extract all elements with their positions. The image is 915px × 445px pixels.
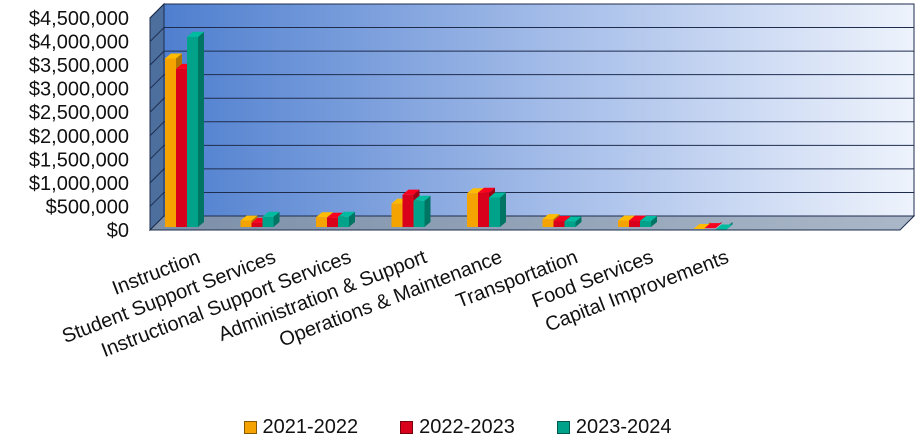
- gridline-side: [149, 144, 165, 160]
- bar-front: [629, 220, 640, 227]
- gridline-side: [149, 121, 165, 137]
- bar-top: [489, 192, 506, 198]
- legend-swatch-2021-2022: [243, 420, 257, 434]
- bar-top: [640, 216, 657, 222]
- bar: [564, 216, 582, 227]
- bar: [338, 211, 355, 227]
- bar-front: [478, 192, 489, 227]
- legend-label-2022-2023: 2022-2023: [419, 415, 515, 438]
- legend: 2021-2022 2022-2023 2023-2024: [0, 412, 915, 442]
- legend-label-2023-2024: 2023-2024: [575, 415, 672, 438]
- bar-front: [640, 221, 651, 227]
- bar-top: [402, 189, 420, 195]
- bar-top: [553, 216, 571, 222]
- bar-front: [338, 216, 349, 227]
- legend-swatch-2023-2024: [556, 420, 570, 434]
- bar-top: [467, 188, 484, 194]
- y-tick-label: $3,000,000: [29, 79, 129, 101]
- bar: [704, 222, 722, 229]
- bar-front: [176, 68, 187, 227]
- bar-top: [338, 211, 355, 217]
- bar-top: [262, 211, 280, 217]
- bar-front: [262, 216, 274, 227]
- y-tick-label: $3,500,000: [29, 55, 129, 77]
- plot-area: [148, 2, 915, 232]
- back-wall: [163, 3, 915, 217]
- bar-front: [391, 203, 403, 227]
- bar-top: [618, 215, 635, 221]
- legend-item-2023-2024: 2023-2024: [556, 415, 672, 439]
- bar-side: [651, 216, 657, 227]
- bar-front: [240, 220, 252, 227]
- gridline-side: [149, 74, 165, 90]
- bar-side: [575, 216, 582, 227]
- bar-side: [500, 192, 506, 227]
- y-tick-label: $4,000,000: [29, 32, 129, 54]
- bar-top: [165, 53, 182, 59]
- gridline-side: [149, 27, 165, 42]
- gridline-side: [149, 50, 165, 66]
- bar: [187, 31, 204, 227]
- y-tick-label: $1,500,000: [29, 149, 129, 171]
- y-tick-label: $500,000: [46, 196, 129, 218]
- legend-item-2021-2022: 2021-2022: [243, 415, 359, 439]
- gridline-side: [149, 192, 165, 207]
- bar-top: [316, 212, 333, 218]
- legend-swatch-2022-2023: [400, 420, 414, 434]
- bars: [165, 31, 733, 230]
- bar-front: [467, 193, 478, 227]
- bar: [640, 216, 657, 227]
- bar-front: [165, 58, 176, 227]
- gridlines: [149, 3, 914, 207]
- bar: [262, 211, 280, 227]
- y-tick-label: $2,500,000: [29, 102, 129, 124]
- y-tick-label: $4,500,000: [29, 8, 129, 30]
- y-tick-label: $2,000,000: [29, 126, 129, 148]
- y-tick-label: $1,000,000: [29, 173, 129, 195]
- bar-front: [564, 221, 576, 227]
- legend-item-2022-2023: 2022-2023: [400, 416, 515, 439]
- bar-side: [424, 195, 431, 227]
- bar-top: [704, 223, 722, 229]
- bar-top: [715, 224, 733, 230]
- bar-front: [187, 36, 198, 227]
- bar-top: [478, 187, 495, 193]
- bar-top: [629, 215, 646, 221]
- bar-front: [327, 217, 338, 227]
- bar-side: [273, 211, 280, 227]
- gridline-side: [149, 3, 165, 19]
- bar-front: [413, 200, 425, 227]
- bar-side: [198, 31, 204, 227]
- bar: [413, 195, 431, 227]
- legend-label-2021-2022: 2021-2022: [262, 415, 359, 438]
- bar: [715, 222, 733, 230]
- bar: [489, 192, 506, 227]
- bar-top: [327, 212, 344, 218]
- bar-top: [564, 216, 582, 222]
- bar-front: [402, 194, 414, 227]
- bar-top: [187, 31, 204, 37]
- bar-front: [251, 222, 263, 227]
- bar-side: [349, 211, 355, 227]
- bar-top: [693, 224, 711, 230]
- gridline-side: [149, 97, 165, 113]
- y-axis-ticks: $0$500,000$1,000,000$1,500,000$2,000,000…: [29, 8, 129, 242]
- bar-front: [553, 221, 565, 227]
- left-side-wall: [149, 2, 165, 232]
- gridline-side: [149, 168, 165, 184]
- bar-top: [542, 214, 560, 220]
- bar-top: [413, 195, 431, 201]
- bar-front: [618, 220, 629, 227]
- bar-chart: $0$500,000$1,000,000$1,500,000$2,000,000…: [29, 2, 915, 362]
- bar-front: [542, 219, 554, 227]
- y-tick-label: $0: [107, 220, 129, 242]
- bar-front: [316, 217, 327, 227]
- bar-front: [489, 197, 500, 227]
- bar-top: [240, 215, 258, 221]
